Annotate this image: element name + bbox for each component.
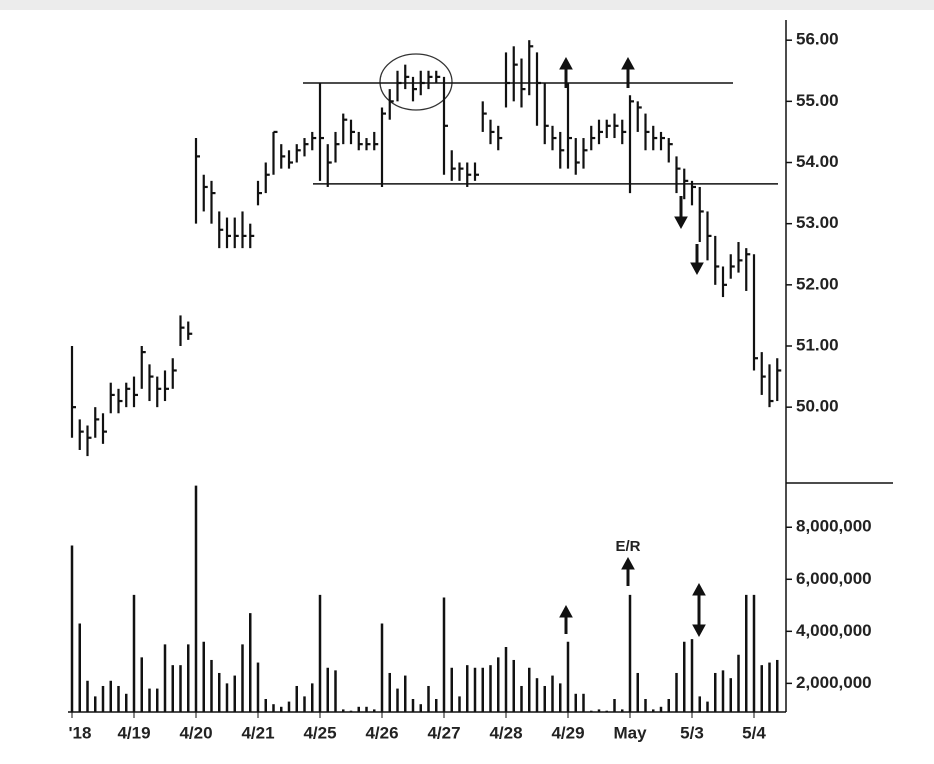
y-tick-label: 52.00 — [796, 274, 839, 293]
y-tick-label: 53.00 — [796, 213, 839, 232]
y-tick-label: 4,000,000 — [796, 621, 872, 640]
y-tick-label: 2,000,000 — [796, 673, 872, 692]
x-tick-label: 4/29 — [551, 723, 584, 742]
x-tick-label: 4/20 — [179, 723, 212, 742]
y-tick-label: 54.00 — [796, 152, 839, 171]
x-tick-label: 4/28 — [489, 723, 522, 742]
x-tick-label: 5/3 — [680, 723, 704, 742]
annotation: E/R — [615, 538, 640, 555]
x-tick-label: 4/27 — [427, 723, 460, 742]
y-tick-label: 55.00 — [796, 91, 839, 110]
y-tick-label: 6,000,000 — [796, 569, 872, 588]
x-tick-label: 5/4 — [742, 723, 766, 742]
y-tick-label: 51.00 — [796, 335, 839, 354]
x-tick-label: '18 — [69, 723, 92, 742]
x-tick-label: 4/26 — [365, 723, 398, 742]
arrows — [559, 56, 706, 638]
x-tick-label: 4/25 — [303, 723, 336, 742]
x-tick-label: May — [613, 723, 647, 742]
y-tick-label: 50.00 — [796, 397, 839, 416]
x-tick-label: 4/21 — [241, 723, 274, 742]
top-strip — [0, 0, 934, 10]
highlight-circle — [379, 53, 453, 111]
y-tick-label: 8,000,000 — [796, 517, 872, 536]
x-tick-label: 4/19 — [117, 723, 150, 742]
y-tick-label: 56.00 — [796, 30, 839, 49]
